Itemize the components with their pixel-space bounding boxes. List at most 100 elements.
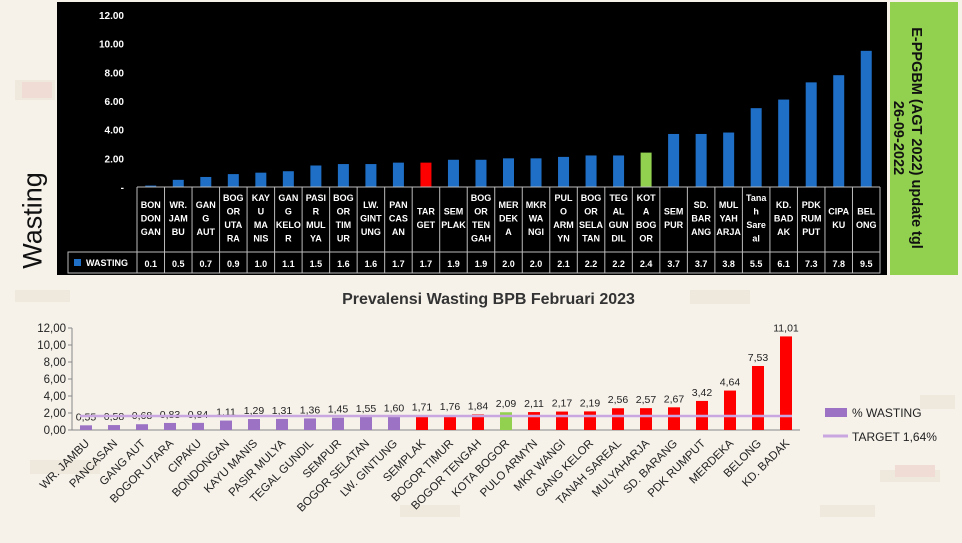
top-data-table: WASTINGBONDONGAN0.1WR.JAMBU0.5GANGAUT0.7… bbox=[67, 186, 881, 274]
top-value-label: 2.4 bbox=[640, 259, 653, 269]
bottom-bar bbox=[248, 419, 260, 430]
top-category-label: YA bbox=[310, 234, 322, 244]
bottom-value-label: 2,19 bbox=[580, 397, 601, 409]
bottom-bar bbox=[584, 411, 596, 430]
top-value-label: 3.8 bbox=[722, 259, 735, 269]
top-value-label: 1.7 bbox=[420, 259, 433, 269]
top-category-label: OR bbox=[639, 234, 653, 244]
top-category-label: SEM bbox=[444, 207, 464, 217]
top-category-label: KELO bbox=[276, 220, 301, 230]
top-bar bbox=[585, 155, 597, 187]
bottom-bar bbox=[528, 412, 540, 430]
top-legend-label: WASTING bbox=[86, 258, 128, 268]
top-value-label: 1.5 bbox=[310, 259, 323, 269]
top-category-label: NIS bbox=[253, 234, 268, 244]
bottom-value-label: 2,17 bbox=[552, 398, 573, 410]
top-value-label: 2.2 bbox=[612, 259, 625, 269]
bottom-bar bbox=[220, 420, 232, 430]
top-bar bbox=[145, 185, 157, 187]
top-value-label: 9.5 bbox=[860, 259, 873, 269]
top-bar bbox=[447, 159, 459, 187]
bottom-value-label: 1,71 bbox=[412, 401, 433, 413]
bottom-value-label: 11,01 bbox=[773, 322, 799, 334]
top-value-label: 2.0 bbox=[502, 259, 515, 269]
top-category-label: BOG bbox=[636, 220, 657, 230]
top-category-label: PASI bbox=[306, 193, 326, 203]
top-category-label: GAN bbox=[278, 193, 298, 203]
top-category-label: SD. bbox=[694, 200, 709, 210]
top-value-label: 1.6 bbox=[365, 259, 378, 269]
top-category-label: PUT bbox=[802, 227, 821, 237]
top-category-label: G bbox=[285, 207, 292, 217]
bottom-value-label: 3,42 bbox=[692, 387, 713, 399]
top-category-label: JAM bbox=[169, 213, 188, 223]
top-category-label: G bbox=[202, 213, 209, 223]
top-category-label: DIL bbox=[611, 234, 626, 244]
bottom-bar bbox=[108, 425, 120, 430]
top-category-label: BU bbox=[172, 227, 185, 237]
legend-wasting-swatch bbox=[825, 408, 847, 417]
top-category-label: O bbox=[560, 207, 567, 217]
top-category-label: MER bbox=[499, 200, 520, 210]
top-y-axis: 12.00 10.00 8.00 6.00 4.00 2.00 - bbox=[99, 11, 124, 194]
top-value-label: 1.6 bbox=[337, 259, 350, 269]
top-category-label: LW. bbox=[363, 200, 379, 210]
top-value-label: 1.1 bbox=[282, 259, 295, 269]
legend-wasting-label: % WASTING bbox=[852, 406, 922, 420]
top-category-label: BAD bbox=[774, 213, 794, 223]
top-bar bbox=[310, 165, 322, 187]
bottom-value-label: 1,84 bbox=[468, 400, 489, 412]
top-category-label: YAH bbox=[720, 213, 738, 223]
top-category-label: ANG bbox=[691, 227, 711, 237]
top-bar bbox=[860, 50, 872, 188]
bottom-value-label: 0,55 bbox=[76, 411, 97, 423]
bottom-bar bbox=[136, 424, 148, 430]
bottom-y-tick-label: 12,00 bbox=[37, 323, 66, 335]
bottom-y-tick-label: 0,00 bbox=[44, 425, 66, 437]
top-y-tick-label: 6.00 bbox=[105, 97, 125, 108]
top-chart-background bbox=[57, 2, 887, 275]
bottom-value-label: 4,64 bbox=[720, 377, 741, 389]
top-category-label: GAH bbox=[471, 234, 491, 244]
top-category-label: PUL bbox=[555, 193, 574, 203]
top-category-label: BOG bbox=[581, 193, 602, 203]
top-value-label: 1.9 bbox=[475, 259, 488, 269]
bottom-y-tick-label: 4,00 bbox=[44, 391, 66, 403]
bottom-bar bbox=[332, 417, 344, 430]
top-bar bbox=[668, 133, 680, 187]
bottom-value-label: 2,09 bbox=[496, 398, 517, 410]
top-value-label: 3.7 bbox=[695, 259, 708, 269]
top-value-label: 2.2 bbox=[585, 259, 598, 269]
top-category-label: PLAK bbox=[441, 220, 466, 230]
top-bar bbox=[227, 174, 239, 187]
top-bar bbox=[172, 179, 184, 187]
bottom-value-label: 2,57 bbox=[636, 394, 657, 406]
top-category-label: OR bbox=[474, 207, 488, 217]
top-category-label: A bbox=[643, 207, 650, 217]
top-y-tick-label: 4.00 bbox=[105, 126, 125, 137]
top-category-label: PAN bbox=[389, 200, 407, 210]
top-category-label: YN bbox=[557, 234, 570, 244]
top-bar bbox=[200, 176, 212, 187]
top-category-label: BON bbox=[141, 200, 161, 210]
bottom-y-tick-label: 10,00 bbox=[37, 340, 66, 352]
top-category-label: PDK bbox=[802, 200, 822, 210]
bottom-bar bbox=[164, 422, 176, 430]
top-bar bbox=[833, 75, 845, 187]
top-category-label: h bbox=[753, 207, 759, 217]
bottom-value-label: 7,53 bbox=[748, 352, 769, 364]
top-y-tick-label: 12.00 bbox=[99, 11, 124, 22]
top-bar bbox=[750, 108, 762, 187]
top-bars bbox=[145, 50, 872, 188]
top-category-label: GUN bbox=[609, 220, 629, 230]
bottom-bar bbox=[360, 416, 372, 430]
top-value-label: 1.0 bbox=[255, 259, 268, 269]
top-value-label: 2.0 bbox=[530, 259, 543, 269]
bottom-chart-title: Prevalensi Wasting BPB Februari 2023 bbox=[342, 291, 635, 308]
bottom-bar bbox=[724, 390, 736, 430]
bottom-value-label: 1,31 bbox=[272, 405, 293, 417]
top-bar bbox=[558, 156, 570, 187]
top-category-label: ONG bbox=[856, 220, 877, 230]
top-category-label: SELA bbox=[579, 220, 604, 230]
